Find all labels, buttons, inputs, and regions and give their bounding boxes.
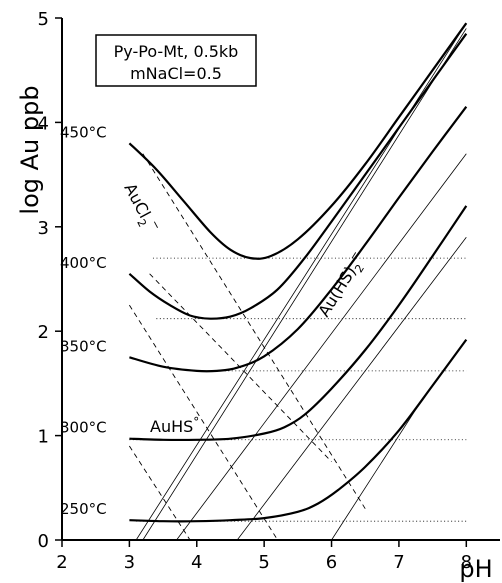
y-tick-label-2: 2 (38, 322, 49, 343)
series-label-400c: 400°C (60, 254, 107, 272)
y-tick-label-4: 4 (38, 113, 49, 134)
x-tick-label-3: 3 (124, 552, 135, 573)
legend-line-2: mNaCl=0.5 (130, 64, 222, 83)
x-tick-label-6: 6 (326, 552, 337, 573)
y-tick-label-0: 0 (38, 531, 49, 552)
svg-text:AuHS°: AuHS° (150, 415, 199, 436)
series-label-450c: 450°C (60, 123, 107, 141)
series-line-350c (129, 106, 468, 373)
x-tick-label-5: 5 (258, 552, 269, 573)
thin-line-4 (331, 404, 420, 541)
y-tick-label-5: 5 (38, 9, 49, 30)
y-axis-label: log Au ppb (16, 85, 44, 214)
auhs2-annotation: Au(HS)2− (313, 248, 372, 322)
series-line-250c (129, 338, 468, 523)
legend-box: Py-Po-Mt, 0.5kb mNaCl=0.5 (95, 34, 257, 87)
series-line-450c (128, 22, 468, 260)
series-curves (128, 22, 468, 523)
dashed-line-0 (142, 153, 366, 509)
auhs-annotation: AuHS° (150, 415, 199, 436)
series-label-250c: 250°C (60, 500, 107, 518)
thin-line-0 (135, 23, 467, 541)
axes (61, 18, 500, 541)
x-tick-label-8: 8 (461, 552, 472, 573)
series-line-400c (128, 33, 468, 320)
dashed-line-3 (129, 445, 191, 541)
x-axis-label: pH (459, 555, 492, 583)
series-label-300c: 300°C (60, 419, 107, 437)
ticks: 2 3 4 5 6 7 8 0 1 2 3 4 5 (38, 9, 472, 573)
series-label-350c: 350°C (60, 337, 107, 355)
x-tick-label-4: 4 (191, 552, 202, 573)
thin-line-2 (176, 153, 467, 541)
legend-line-1: Py-Po-Mt, 0.5kb (114, 42, 239, 61)
y-tick-label-3: 3 (38, 218, 49, 239)
svg-text:AuCl2−: AuCl2− (117, 179, 164, 237)
x-tick-label-2: 2 (56, 552, 67, 573)
series-line-300c (129, 205, 468, 442)
thin-line-3 (236, 236, 467, 541)
thin-line-1 (142, 28, 467, 541)
curve-labels: 450°C 400°C 350°C 300°C 250°C (60, 123, 107, 518)
x-tick-label-7: 7 (393, 552, 404, 573)
svg-text:Au(HS)2−: Au(HS)2− (313, 248, 372, 322)
y-tick-label-1: 1 (38, 427, 49, 448)
legend-box-frame (95, 34, 257, 87)
aucl2-annotation: AuCl2− (117, 179, 164, 237)
dashed-line-2 (129, 304, 279, 541)
